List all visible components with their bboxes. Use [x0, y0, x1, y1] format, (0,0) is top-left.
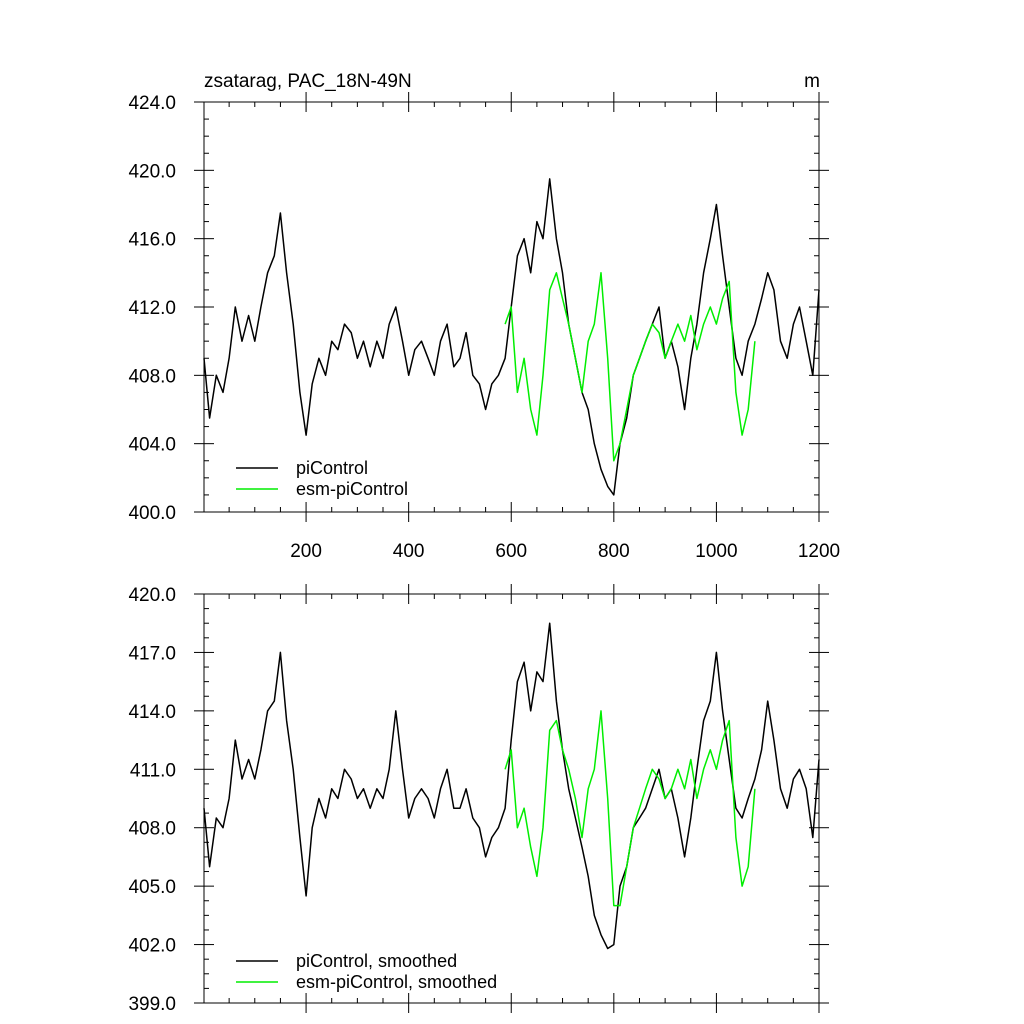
series-line-picontrol [203, 178, 820, 496]
x-tick-label: 1200 [798, 541, 840, 562]
y-tick-label: 402.0 [128, 936, 176, 957]
legend-label: piControl [296, 458, 368, 478]
units-label: m [804, 71, 820, 92]
x-tick-label: 200 [290, 541, 322, 562]
legend-label: piControl, smoothed [296, 951, 457, 971]
x-tick-label: 1000 [695, 541, 737, 562]
x-tick-label: 600 [495, 541, 527, 562]
y-tick-label: 424.0 [128, 93, 176, 114]
series-line-esm-picontrol [504, 710, 756, 907]
y-tick-label: 412.0 [128, 298, 176, 319]
y-tick-label: 420.0 [128, 585, 176, 606]
x-tick-label: 400 [393, 541, 425, 562]
y-tick-label: 411.0 [130, 760, 176, 781]
series-line-esm-picontrol [504, 272, 756, 462]
y-tick-label: 405.0 [128, 877, 176, 898]
bottom-panel: 399.0 402.0 405.0 408.0 411.0 414.0 417.0 420.0… [128, 584, 829, 1015]
top-panel: 200 400 600 800 1000 1200 400.0 404.0 408.0 412.0… [128, 92, 840, 562]
y-tick-label: 408.0 [128, 366, 176, 387]
y-tick-label: 420.0 [128, 161, 176, 182]
y-tick-label: 408.0 [128, 819, 176, 840]
y-tick-label: 416.0 [128, 230, 176, 251]
figure-title: zsatarag, PAC_18N-49N [204, 71, 412, 92]
y-tick-label: 414.0 [128, 702, 176, 723]
legend-label: esm-piControl, smoothed [296, 972, 497, 992]
y-tick-label: 404.0 [128, 435, 176, 456]
legend-label: esm-piControl [296, 479, 408, 499]
y-tick-label: 417.0 [128, 643, 176, 664]
x-tick-label: 800 [598, 541, 630, 562]
y-tick-label: 400.0 [128, 503, 176, 524]
series-line-picontrol [203, 622, 820, 950]
y-tick-label: 399.0 [128, 994, 176, 1015]
